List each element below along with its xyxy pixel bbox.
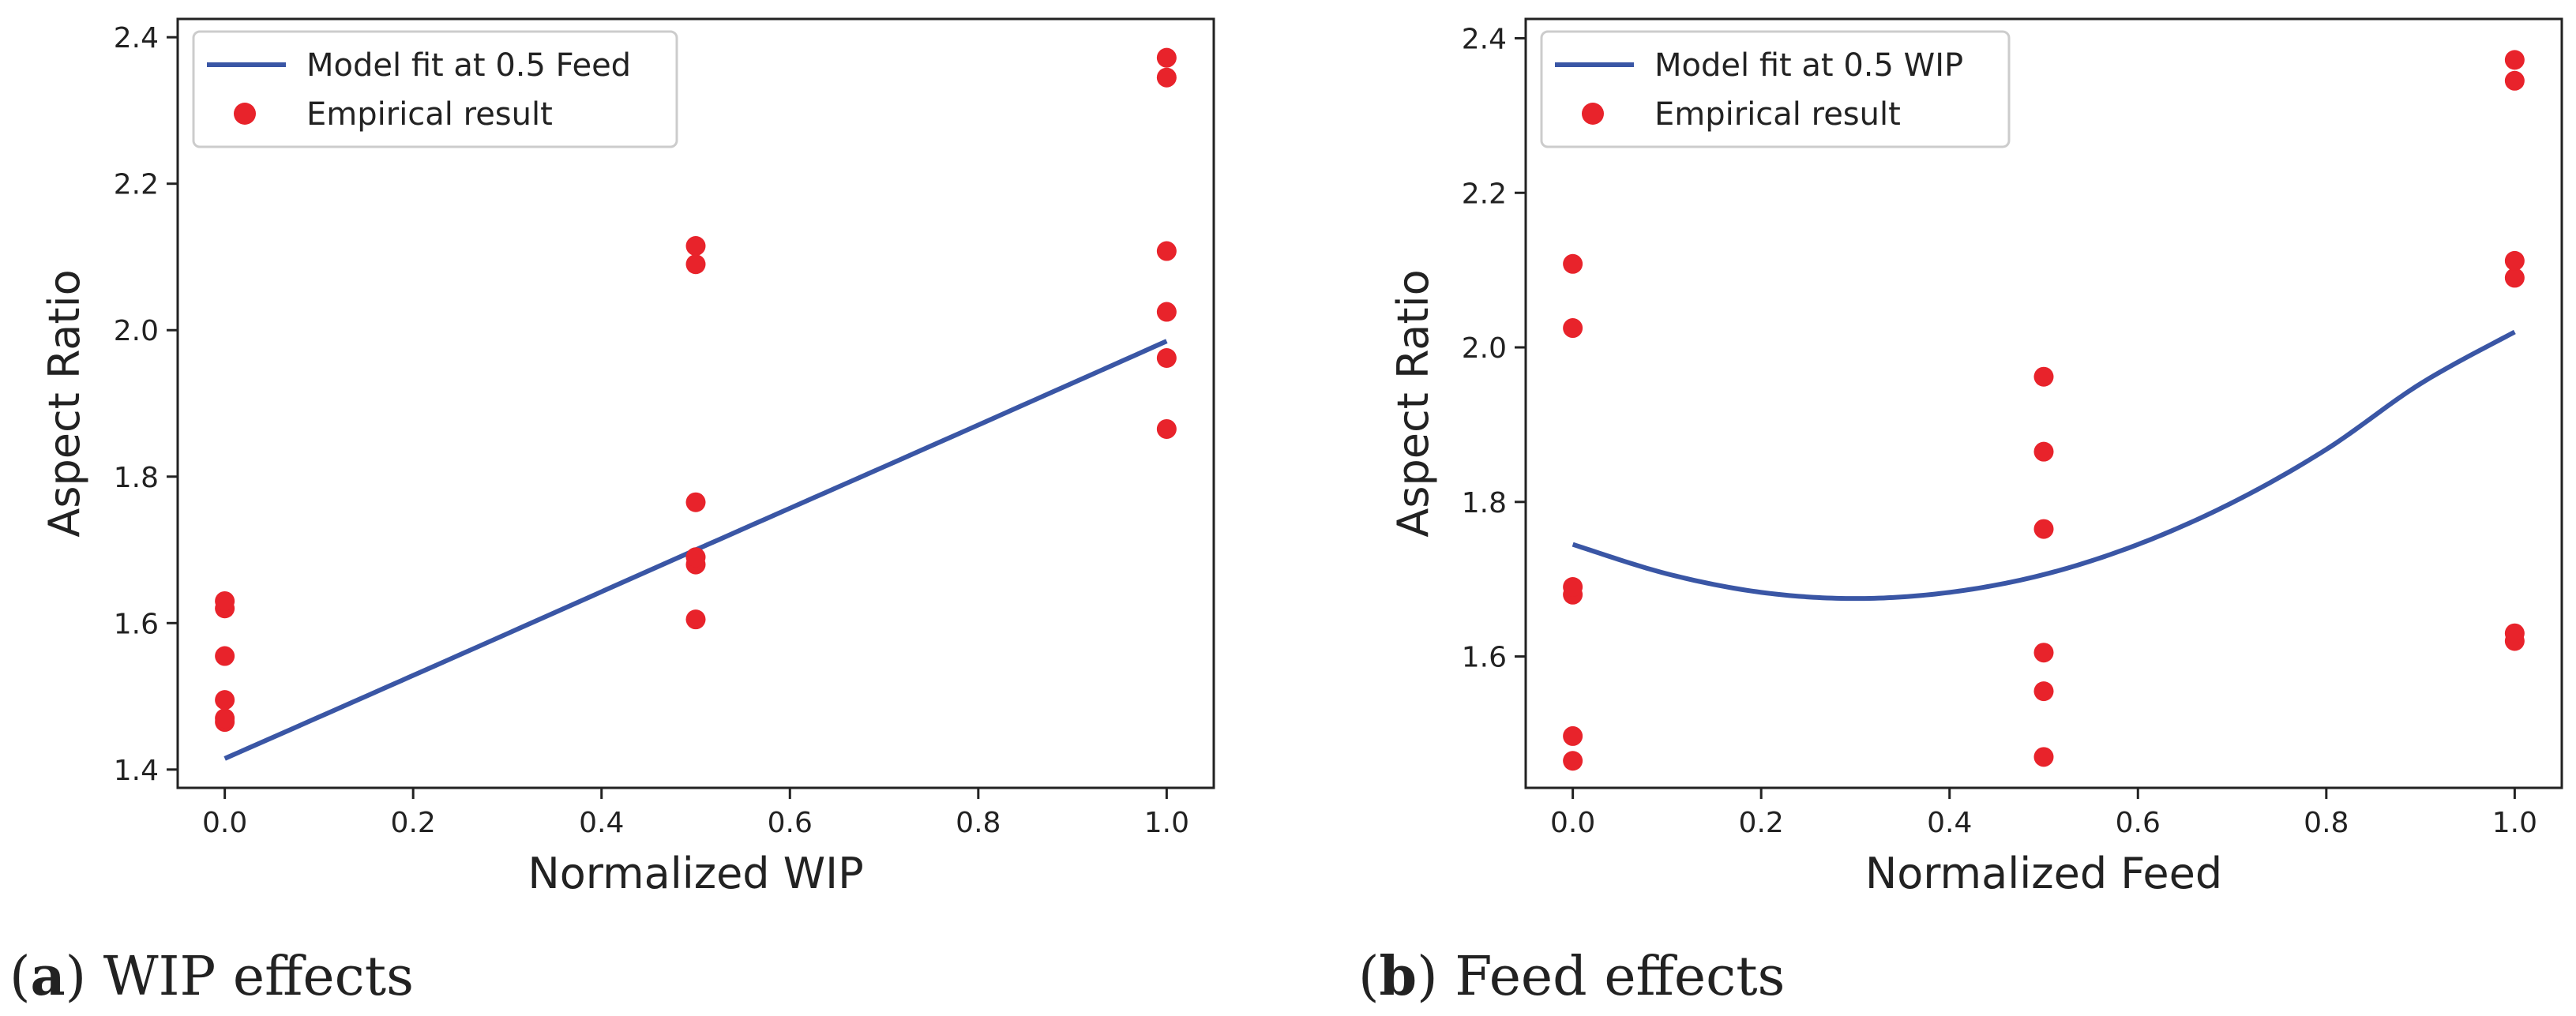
panel-a-data-point: [685, 609, 706, 630]
panel-a-data-point: [1156, 241, 1177, 261]
panel-a-legend: Model fit at 0.5 Feed Empirical result: [192, 30, 678, 148]
panel-a-legend-label-empirical: Empirical result: [306, 96, 553, 133]
panel-b-data-layer: [1563, 50, 2525, 771]
panel-b-data-point: [1563, 725, 1583, 746]
panel-b-data-point: [2033, 519, 2054, 539]
panel-b-data-point: [2033, 747, 2054, 767]
panel-a-ytick-label: 1.4: [114, 755, 159, 787]
panel-b-xtick-label: 0.4: [1927, 807, 1972, 839]
panel-a-ytick-label: 2.2: [114, 169, 159, 201]
panel-a-ytick-label: 2.4: [114, 22, 159, 54]
panel-b-ytick-label: 2.2: [1462, 178, 1507, 210]
panel-a-data-point: [1156, 67, 1177, 88]
panel-a-xtick-label: 0.6: [768, 807, 813, 839]
panel-b-data-point: [2033, 441, 2054, 462]
panel-a-data-point: [215, 646, 235, 666]
panel-b-xtick-label: 0.6: [2116, 807, 2161, 839]
panel-a-caption: (a) WIP effects: [9, 945, 414, 1008]
panel-b: 0.0 0.2 0.4 0.6 0.8 1.0 1.6 1.8 2.0 2.2 2.4 Normal…: [1358, 17, 2563, 1008]
panel-a-caption-letter: a: [31, 945, 66, 1008]
panel-b-data-point: [1563, 318, 1583, 339]
panel-b-data-point: [1563, 751, 1583, 771]
panel-a-data-point: [1156, 418, 1177, 439]
panel-b-data-point: [1563, 253, 1583, 274]
panel-a-data-point: [685, 547, 706, 568]
panel-a-data-point: [685, 236, 706, 257]
panel-b-ticks: 0.0 0.2 0.4 0.6 0.8 1.0 1.6 1.8 2.0 2.2 2.4: [1462, 23, 2537, 839]
panel-b-legend-marker-swatch: [1582, 103, 1604, 125]
panel-a-xtick-label: 0.0: [202, 807, 247, 839]
panel-b-data-point: [2504, 623, 2525, 643]
panel-b-ytick-label: 1.6: [1462, 642, 1507, 674]
panel-a-data-point: [1156, 302, 1177, 322]
panel-a-ytick-label: 1.6: [114, 608, 159, 640]
panel-b-data-point: [2033, 681, 2054, 702]
panel-a-data-point: [1156, 347, 1177, 368]
panel-a-caption-close: ): [66, 946, 87, 1008]
panel-b-ytick-label: 2.4: [1462, 23, 1507, 55]
panel-b-caption-text: Feed effects: [1438, 946, 1786, 1008]
panel-b-data-point: [1563, 576, 1583, 597]
panel-a-ticks: 0.0 0.2 0.4 0.6 0.8 1.0 1.4 1.6 1.8 2.0 2.2 2.4: [114, 22, 1189, 839]
panel-a-xtick-label: 0.8: [956, 807, 1001, 839]
panel-a-data-point: [685, 254, 706, 275]
panel-b-xlabel: Normalized Feed: [1865, 849, 2222, 898]
panel-b-xtick-label: 0.0: [1550, 807, 1595, 839]
panel-b-xtick-label: 1.0: [2492, 807, 2537, 839]
panel-a-data-point: [1156, 47, 1177, 68]
panel-b-data-point: [2504, 268, 2525, 288]
panel-b-xtick-label: 0.2: [1739, 807, 1784, 839]
panel-a-ytick-label: 1.8: [114, 462, 159, 494]
panel-a-ylabel: Aspect Ratio: [39, 269, 89, 537]
panel-b-legend-box: [1540, 30, 2011, 148]
panel-a-legend-box: [192, 30, 678, 148]
panel-b-ytick-label: 1.8: [1462, 487, 1507, 519]
panel-a-data-point: [215, 690, 235, 710]
panel-b-legend-label-empirical: Empirical result: [1654, 96, 1901, 133]
panel-b-data-point: [2504, 70, 2525, 91]
panel-b-ytick-label: 2.0: [1462, 332, 1507, 365]
panel-b-caption: (b) Feed effects: [1358, 945, 1785, 1008]
panel-a-data-point: [215, 708, 235, 729]
panel-a: 0.0 0.2 0.4 0.6 0.8 1.0 1.4 1.6 1.8 2.0 2.2 2.4 Nor…: [9, 17, 1215, 1008]
panel-a-legend-label-fit: Model fit at 0.5 Feed: [306, 47, 631, 84]
panel-b-ylabel: Aspect Ratio: [1388, 269, 1438, 537]
panel-b-xtick-label: 0.8: [2304, 807, 2349, 839]
panel-b-legend-label-fit: Model fit at 0.5 WIP: [1654, 47, 1963, 84]
panel-a-data-point: [215, 590, 235, 611]
panel-b-caption-letter: b: [1380, 945, 1418, 1008]
panel-a-xtick-label: 0.4: [579, 807, 624, 839]
panel-b-data-point: [2033, 366, 2054, 387]
panel-a-legend-marker-swatch: [234, 103, 256, 125]
panel-b-legend: Model fit at 0.5 WIP Empirical result: [1540, 30, 2011, 148]
panel-a-data-layer: [215, 47, 1177, 761]
panel-b-caption-open: (: [1358, 946, 1380, 1008]
panel-a-ytick-label: 2.0: [114, 315, 159, 347]
panel-a-caption-open: (: [9, 946, 31, 1008]
panel-b-data-point: [2504, 50, 2525, 70]
panel-b-fit-line: [1572, 329, 2516, 602]
panel-a-data-point: [685, 492, 706, 512]
panel-a-xtick-label: 0.2: [391, 807, 436, 839]
panel-b-caption-close: ): [1417, 946, 1438, 1008]
panel-b-data-point: [2504, 250, 2525, 271]
panel-b-data-point: [2033, 643, 2054, 663]
panel-a-xtick-label: 1.0: [1144, 807, 1189, 839]
panel-a-caption-text: WIP effects: [86, 946, 414, 1008]
panel-a-xlabel: Normalized WIP: [528, 849, 863, 898]
